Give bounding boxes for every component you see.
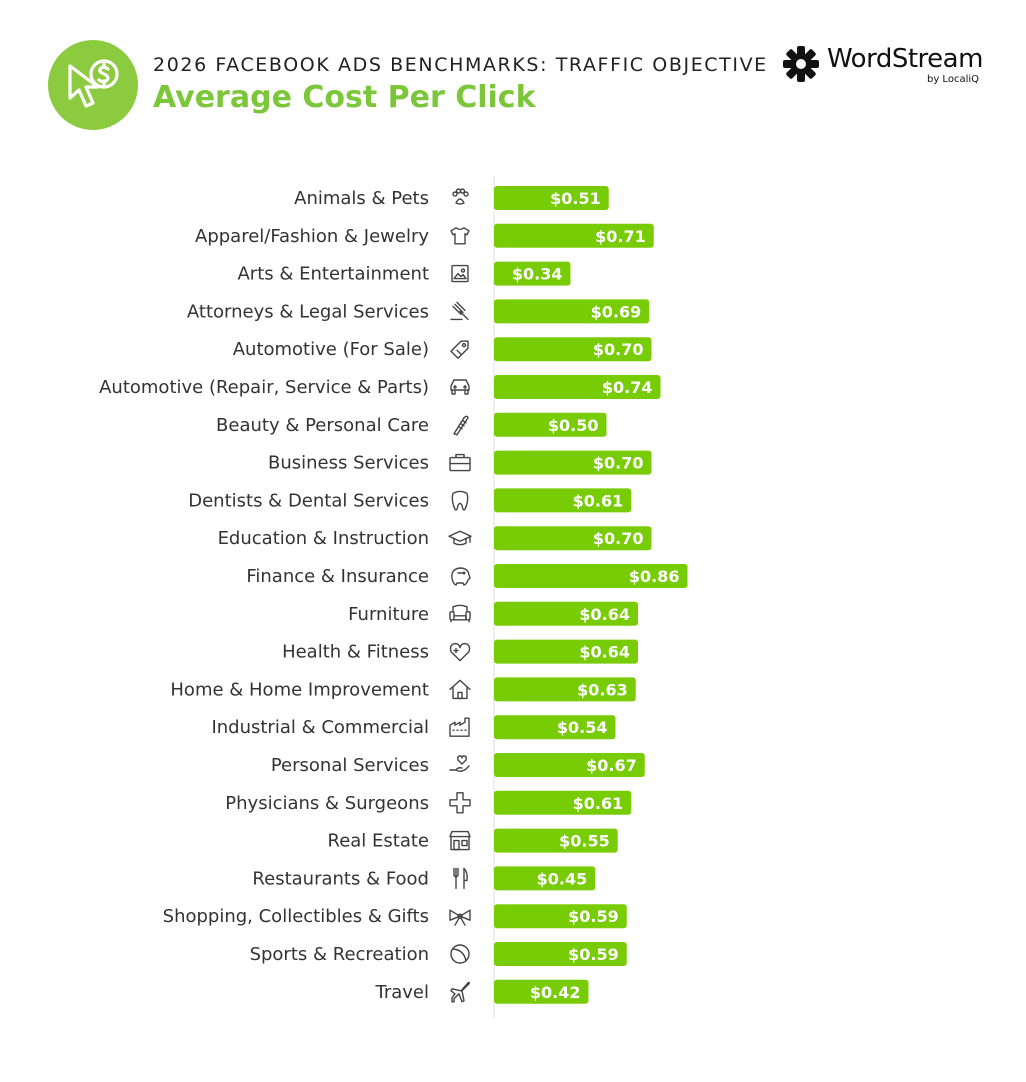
bar [494,866,596,891]
category-label: Automotive (Repair, Service & Parts) [99,377,429,398]
category-label: Animals & Pets [294,188,429,209]
category-label: Health & Fitness [282,642,429,663]
comb-icon [453,415,469,436]
category-label: Arts & Entertainment [237,264,429,285]
tshirt-icon [450,227,470,245]
piggy-bank-icon [451,567,471,586]
price-tag-icon [450,340,469,359]
category-label: Business Services [268,453,429,474]
wordstream-logo-mark-icon [783,46,819,82]
header-badge [48,40,138,130]
category-label: Finance & Insurance [246,566,429,587]
bar [494,828,618,853]
bar [494,790,632,815]
logo-wordmark: WordStream [827,44,983,74]
data-label: $0.86 [629,567,680,586]
data-label: $0.70 [593,454,644,473]
category-label: Physicians & Surgeons [225,793,429,814]
data-label: $0.59 [568,945,619,964]
briefcase-icon [449,453,471,472]
data-label: $0.70 [593,529,644,548]
category-label: Automotive (For Sale) [233,339,429,360]
chart-title: Average Cost Per Click [153,80,536,115]
bar [494,753,645,777]
heart-plus-icon [449,642,471,662]
picture-icon [451,264,469,283]
data-label: $0.63 [577,680,628,699]
category-label: Furniture [348,604,429,625]
category-label: Attorneys & Legal Services [187,301,429,322]
data-label: $0.70 [593,340,644,359]
logo-byline: by LocaliQ [926,74,979,85]
category-label: Beauty & Personal Care [216,415,429,436]
bar [494,375,661,399]
category-label: Shopping, Collectibles & Gifts [163,906,429,927]
ball-icon [450,944,470,964]
data-label: $0.61 [573,794,624,813]
category-label: Travel [374,982,429,1003]
category-label: Sports & Recreation [250,944,429,965]
bar [494,715,616,740]
bar [494,639,638,664]
category-label: Personal Services [271,755,429,776]
bar [494,450,652,475]
data-label: $0.69 [591,302,642,321]
paw-icon [452,188,469,205]
armchair-icon [449,604,471,623]
data-label: $0.51 [550,189,601,208]
data-label: $0.34 [512,265,563,284]
data-label: $0.55 [559,832,610,851]
tooth-icon [451,490,469,511]
category-label: Dentists & Dental Services [188,490,429,511]
bar [494,412,607,437]
data-label: $0.54 [557,718,608,737]
cursor-dollar-icon [68,59,119,108]
data-label: $0.67 [586,756,637,775]
category-label: Education & Instruction [218,528,429,549]
data-label: $0.64 [579,605,630,624]
bar-chart: Animals & Pets $0.51 Apparel/Fashion & Jew… [99,176,688,1018]
data-label: $0.74 [602,378,653,397]
gift-bow-icon [449,909,471,926]
bar [494,337,652,362]
bar [494,942,627,966]
bar [494,601,638,626]
gavel-icon [450,301,469,321]
bar [494,904,627,929]
category-label: Restaurants & Food [252,868,429,889]
medical-cross-icon [449,792,471,814]
data-label: $0.50 [548,416,599,435]
bar [494,186,609,210]
category-label: Real Estate [328,831,430,852]
airplane-icon [450,981,471,1003]
bar [494,488,632,513]
data-label: $0.71 [595,227,646,246]
category-label: Apparel/Fashion & Jewelry [195,226,429,247]
data-label: $0.42 [530,983,581,1002]
car-icon [450,379,470,395]
data-label: $0.61 [573,491,624,510]
hand-heart-icon [449,755,470,772]
graduation-cap-icon [448,530,472,546]
category-label: Home & Home Improvement [170,679,429,700]
data-label: $0.45 [537,869,588,888]
bar [494,223,654,248]
bar [494,677,636,702]
bar [494,979,589,1004]
chart-subtitle: 2026 FACEBOOK ADS BENCHMARKS: TRAFFIC OB… [153,54,768,76]
fork-knife-icon [453,867,468,890]
data-label: $0.64 [579,643,630,662]
data-label: $0.59 [568,907,619,926]
bar [494,299,650,324]
category-label: Industrial & Commercial [211,717,429,738]
factory-icon [449,717,470,737]
storefront-icon [449,830,471,851]
bar [494,526,652,551]
bar [494,564,688,588]
wordstream-logo: WordStream by LocaliQ [781,44,983,88]
house-icon [449,679,471,700]
bar [494,261,571,286]
